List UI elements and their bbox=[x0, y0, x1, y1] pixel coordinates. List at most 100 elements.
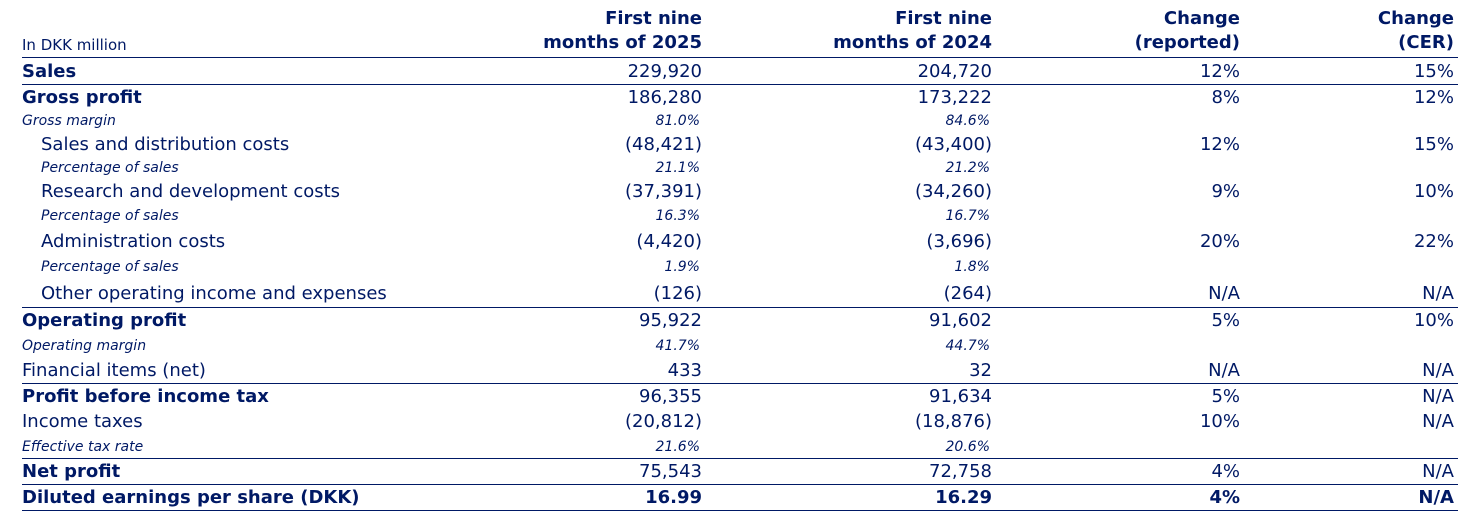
table-row-ratio: Effective tax rate 21.6% 20.6% bbox=[22, 436, 1458, 458]
row-change-reported: 12% bbox=[1199, 134, 1240, 155]
row-change-reported: 9% bbox=[1211, 181, 1240, 202]
row-value-2025: (4,420) bbox=[636, 231, 702, 252]
table-row: Research and development costs (37,391) … bbox=[22, 179, 1458, 205]
col-header-2025: First nine months of 2025 bbox=[543, 7, 702, 55]
row-value-2024: 204,720 bbox=[917, 61, 992, 82]
row-value-2024: 20.6% bbox=[945, 439, 990, 455]
row-value-2024: 91,602 bbox=[929, 310, 992, 331]
table-row: Diluted earnings per share (DKK) 16.99 1… bbox=[22, 485, 1458, 511]
row-label: Operating profit bbox=[22, 310, 187, 331]
row-change-reported: 5% bbox=[1211, 386, 1240, 407]
row-change-reported: 10% bbox=[1199, 411, 1240, 432]
col-header-2025-line2: months of 2025 bbox=[543, 32, 702, 53]
row-value-2025: 21.6% bbox=[655, 439, 700, 455]
table-row-ratio: Percentage of sales 16.3% 16.7% bbox=[22, 205, 1458, 227]
table-row: Financial items (net) 433 32 N/A N/A bbox=[22, 358, 1458, 384]
row-label: Effective tax rate bbox=[22, 439, 144, 455]
row-value-2024: 91,634 bbox=[929, 386, 992, 407]
row-value-2025: (20,812) bbox=[624, 411, 702, 432]
row-value-2025: (126) bbox=[653, 283, 702, 304]
row-divider bbox=[22, 458, 1458, 459]
row-value-2025: 75,543 bbox=[639, 461, 702, 482]
row-change-reported: N/A bbox=[1208, 283, 1240, 304]
table-row-ratio: Percentage of sales 1.9% 1.8% bbox=[22, 256, 1458, 278]
col-header-change-cer: Change (CER) bbox=[1378, 7, 1454, 55]
row-change-reported: 4% bbox=[1209, 487, 1240, 508]
row-divider bbox=[22, 383, 1458, 384]
row-change-reported: 20% bbox=[1199, 231, 1240, 252]
row-value-2024: 72,758 bbox=[929, 461, 992, 482]
row-label: Financial items (net) bbox=[22, 360, 206, 381]
table-bottom-rule bbox=[22, 510, 1458, 511]
row-value-2025: 16.99 bbox=[645, 487, 702, 508]
row-value-2024: (43,400) bbox=[914, 134, 992, 155]
row-value-2025: 95,922 bbox=[639, 310, 702, 331]
row-value-2024: 44.7% bbox=[945, 338, 990, 354]
row-change-cer: N/A bbox=[1422, 283, 1454, 304]
row-value-2025: (37,391) bbox=[624, 181, 702, 202]
row-value-2025: (48,421) bbox=[624, 134, 702, 155]
row-value-2025: 433 bbox=[667, 360, 702, 381]
col-header-change-reported: Change (reported) bbox=[1135, 7, 1240, 55]
col-header-change-reported-line2: (reported) bbox=[1134, 32, 1240, 53]
table-row: Net profit 75,543 72,758 4% N/A bbox=[22, 459, 1458, 485]
table-row-ratio: Gross margin 81.0% 84.6% bbox=[22, 110, 1458, 132]
row-label: Gross margin bbox=[22, 113, 116, 129]
row-value-2025: 16.3% bbox=[655, 208, 700, 224]
row-value-2024: (18,876) bbox=[914, 411, 992, 432]
row-value-2024: 1.8% bbox=[954, 259, 990, 275]
row-change-cer: 12% bbox=[1413, 87, 1454, 108]
row-label: Operating margin bbox=[22, 338, 147, 354]
table-row: Sales and distribution costs (48,421) (4… bbox=[22, 132, 1458, 158]
row-change-cer: 10% bbox=[1413, 181, 1454, 202]
row-label: Other operating income and expenses bbox=[41, 283, 387, 304]
row-value-2024: 173,222 bbox=[917, 87, 992, 108]
col-header-change-reported-line1: Change bbox=[1163, 8, 1240, 29]
row-value-2025: 186,280 bbox=[627, 87, 702, 108]
row-change-reported: 12% bbox=[1199, 61, 1240, 82]
row-change-cer: 10% bbox=[1413, 310, 1454, 331]
row-change-reported: N/A bbox=[1208, 360, 1240, 381]
row-label: Administration costs bbox=[41, 231, 226, 252]
row-label: Net profit bbox=[22, 461, 121, 482]
row-value-2024: 84.6% bbox=[945, 113, 990, 129]
row-change-cer: N/A bbox=[1418, 487, 1454, 508]
row-value-2025: 229,920 bbox=[627, 61, 702, 82]
unit-label: In DKK million bbox=[22, 36, 127, 54]
row-label: Sales and distribution costs bbox=[41, 134, 290, 155]
table-row: Profit before income tax 96,355 91,634 5… bbox=[22, 384, 1458, 410]
table-row: Other operating income and expenses (126… bbox=[22, 281, 1458, 307]
col-header-2024-line1: First nine bbox=[895, 8, 992, 29]
row-label: Profit before income tax bbox=[22, 386, 269, 407]
row-divider bbox=[22, 84, 1458, 85]
row-label: Gross profit bbox=[22, 87, 142, 108]
row-value-2025: 1.9% bbox=[664, 259, 700, 275]
col-header-change-cer-line1: Change bbox=[1377, 8, 1454, 29]
row-value-2024: 21.2% bbox=[945, 160, 990, 176]
row-divider bbox=[22, 484, 1458, 485]
row-value-2024: (34,260) bbox=[914, 181, 992, 202]
table-row: Sales 229,920 204,720 12% 15% bbox=[22, 59, 1458, 85]
row-value-2024: (3,696) bbox=[926, 231, 992, 252]
col-header-2024: First nine months of 2024 bbox=[833, 7, 992, 55]
row-change-cer: N/A bbox=[1422, 411, 1454, 432]
row-change-cer: 15% bbox=[1413, 134, 1454, 155]
row-change-cer: N/A bbox=[1422, 360, 1454, 381]
table-row: Income taxes (20,812) (18,876) 10% N/A bbox=[22, 409, 1458, 435]
row-value-2024: 16.7% bbox=[945, 208, 990, 224]
row-value-2024: (264) bbox=[943, 283, 992, 304]
table-row-ratio: Operating margin 41.7% 44.7% bbox=[22, 335, 1458, 357]
row-change-cer: N/A bbox=[1422, 461, 1454, 482]
row-change-reported: 8% bbox=[1211, 87, 1240, 108]
row-value-2025: 81.0% bbox=[655, 113, 700, 129]
col-header-2024-line2: months of 2024 bbox=[833, 32, 992, 53]
row-label: Sales bbox=[22, 61, 77, 82]
row-value-2024: 16.29 bbox=[935, 487, 992, 508]
row-value-2025: 21.1% bbox=[655, 160, 700, 176]
table-row: Gross profit 186,280 173,222 8% 12% bbox=[22, 85, 1458, 111]
table-header: In DKK million First nine months of 2025… bbox=[22, 7, 1458, 55]
row-change-cer: N/A bbox=[1422, 386, 1454, 407]
row-value-2025: 96,355 bbox=[639, 386, 702, 407]
header-rule bbox=[22, 57, 1458, 58]
